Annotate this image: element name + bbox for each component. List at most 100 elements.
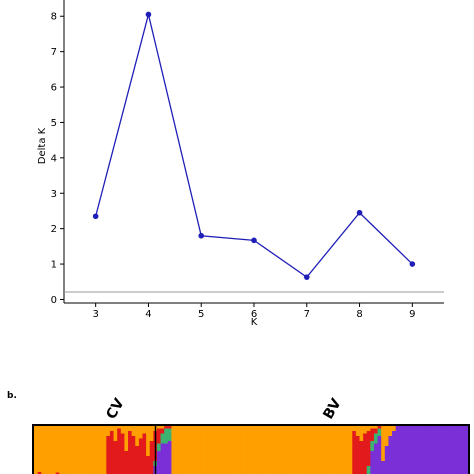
admixture-segment [222,426,227,474]
admixture-segment [417,426,422,474]
admixture-segment [156,443,161,451]
admixture-segment [370,441,375,451]
admixture-segment [308,426,313,474]
admixture-segment [410,426,415,474]
admixture-segment [258,426,263,474]
admixture-segment [156,426,161,429]
admixture-segment [247,426,252,474]
admixture-segment [431,426,436,474]
admixture-segment [81,426,86,474]
admixture-segment [164,428,169,444]
admixture-segment [373,443,378,474]
admixture-segment [359,426,364,441]
y-tick-label: 4 [51,153,57,164]
admixture-segment [366,426,371,431]
admixture-segment [178,426,183,474]
admixture-segment [341,426,346,474]
admixture-segment [182,426,187,474]
admixture-segment [225,426,230,474]
admixture-segment [146,456,151,474]
admixture-segment [298,426,303,474]
admixture-segment [229,426,234,474]
y-tick-label: 6 [51,83,57,94]
admixture-segment [370,426,375,429]
admixture-segment [261,426,266,474]
admixture-segment [236,426,241,474]
admixture-segment [203,426,208,474]
admixture-segment [312,426,317,474]
admixture-segment [366,466,371,474]
admixture-segment [402,426,407,474]
admixture-segment [207,426,212,474]
y-tick-label: 5 [51,118,57,129]
admixture-segment [381,426,386,461]
admixture-segment [363,433,368,474]
admixture-segment [128,431,133,474]
admixture-segment [193,426,198,474]
admixture-segment [399,426,404,474]
admixture-segment [120,426,125,434]
admixture-segment [406,426,411,474]
admixture-segment [160,433,165,444]
admixture-segment [294,426,299,474]
admixture-segment [373,426,378,429]
admixture-segment [185,426,190,474]
admixture-segment [135,426,140,446]
admixture-segment [435,426,440,474]
admixture-segment [156,451,161,474]
admixture-segment [128,426,133,431]
group-label-cv: CV [103,396,127,422]
y-tick-label: 8 [51,12,57,23]
admixture-segment [413,426,418,474]
admixture-segment [106,426,111,436]
admixture-segment [370,428,375,441]
admixture-segment [52,426,57,474]
data-point [303,274,310,280]
admixture-segment [91,426,96,474]
admixture-segment [113,426,118,441]
admixture-segment [453,426,458,474]
admixture-segment [283,426,288,474]
y-tick-label: 0 [51,295,57,306]
admixture-segment [464,426,469,474]
structure-barplot: b. CV BV [7,391,470,474]
admixture-segment [55,426,60,473]
admixture-segment [175,426,180,474]
admixture-segment [189,426,194,474]
admixture-segment [388,426,393,436]
admixture-segment [348,426,353,474]
admixture-segment [269,426,274,474]
admixture-segment [113,441,118,474]
admixture-segment [337,426,342,474]
admixture-segment [384,446,389,474]
admixture-segment [373,433,378,444]
admixture-segment [449,426,454,474]
admixture-segment [109,431,114,474]
x-tick-label: 9 [409,309,415,320]
x-tick-label: 3 [92,309,98,320]
admixture-segment [62,426,67,474]
admixture-segment [316,426,321,474]
admixture-segment [48,426,53,474]
admixture-segment [319,426,324,474]
data-point [198,232,205,239]
admixture-segment [439,426,444,474]
x-tick-label: 8 [356,309,362,320]
data-point [356,209,363,216]
admixture-segment [395,426,400,474]
admixture-segment [384,426,389,446]
admixture-segment [167,428,172,441]
admixture-segment [117,428,122,474]
admixture-segment [272,426,277,474]
x-tick-label: 4 [145,309,151,320]
admixture-segment [446,426,451,474]
y-tick-label: 1 [51,260,57,271]
admixture-segment [160,428,165,434]
admixture-segment [117,426,122,429]
delta-k-points [92,11,416,280]
admixture-segment [254,426,259,474]
admixture-segment [211,426,216,474]
y-tick-label: 2 [51,224,57,235]
admixture-segment [381,461,386,474]
